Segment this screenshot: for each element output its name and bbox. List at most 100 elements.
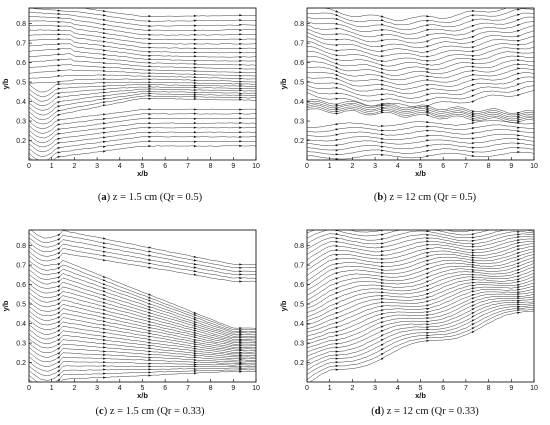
flow-arrow — [471, 115, 475, 118]
flow-arrow — [239, 273, 243, 276]
flow-arrow — [517, 311, 521, 314]
flow-arrow — [426, 328, 430, 331]
flow-arrow — [517, 146, 521, 149]
flow-arrow — [516, 262, 521, 265]
flow-arrow — [335, 244, 339, 247]
flow-arrow — [239, 29, 243, 32]
flow-arrow — [335, 292, 339, 295]
flow-arrow — [380, 106, 385, 109]
flow-arrow — [335, 13, 339, 17]
flow-arrow — [471, 281, 475, 284]
flow-arrow — [239, 42, 243, 45]
flow-arrow — [516, 89, 521, 92]
flow-arrow — [380, 98, 385, 101]
x-tick-label: 7 — [186, 385, 190, 392]
flow-arrow — [426, 19, 430, 22]
flow-arrow — [471, 46, 475, 49]
flow-arrow — [193, 62, 197, 65]
flow-arrow — [102, 250, 107, 253]
streamline — [29, 320, 256, 352]
flow-arrow — [381, 284, 385, 288]
flow-arrow — [426, 255, 430, 258]
flow-arrow — [335, 339, 339, 342]
flow-arrow — [148, 362, 152, 365]
flow-arrow — [193, 255, 197, 258]
flow-arrow — [381, 145, 385, 148]
flow-arrow — [148, 25, 152, 28]
flow-arrow — [193, 333, 197, 336]
streamline — [307, 231, 534, 250]
flow-arrow — [335, 368, 339, 371]
flow-arrow — [517, 258, 521, 261]
flow-arrow — [335, 22, 339, 25]
flow-arrow — [148, 50, 152, 53]
streamline — [29, 81, 256, 93]
flow-arrow — [193, 135, 197, 138]
flow-arrow — [239, 59, 243, 62]
flow-arrow — [335, 248, 339, 252]
flow-arrow — [57, 81, 61, 84]
x-tick-label: 8 — [487, 385, 491, 392]
flow-arrow — [426, 334, 430, 337]
streamlines-d — [307, 230, 534, 382]
flow-arrow — [148, 308, 152, 311]
y-tick-label: 0.6 — [294, 60, 304, 67]
flow-arrow — [426, 40, 430, 43]
flow-arrow — [471, 268, 475, 272]
x-tick-label: 10 — [252, 385, 260, 392]
flow-arrow — [193, 358, 197, 362]
flow-arrow — [380, 45, 385, 48]
flow-arrow — [335, 230, 339, 232]
flow-arrow — [380, 50, 385, 53]
flow-arrow — [471, 249, 475, 252]
flow-arrow — [239, 77, 243, 80]
streamline — [307, 303, 534, 366]
flow-arrow — [239, 365, 243, 369]
flow-arrow — [426, 120, 430, 124]
flow-arrow — [335, 133, 339, 136]
streamline — [29, 95, 256, 120]
streamline — [307, 291, 534, 345]
flow-arrow — [335, 44, 339, 47]
flow-arrow — [239, 327, 243, 330]
streamline — [307, 35, 534, 53]
flow-arrow — [102, 136, 107, 139]
flow-arrow — [57, 289, 61, 292]
flow-arrow — [471, 276, 475, 279]
flow-arrow — [517, 150, 521, 154]
flow-arrow — [239, 131, 243, 134]
x-tick-label: 6 — [163, 163, 167, 170]
flow-arrow — [57, 101, 61, 104]
flow-arrow — [239, 19, 243, 22]
flow-arrow — [148, 302, 152, 305]
x-tick-label: 1 — [328, 163, 332, 170]
streamline — [307, 55, 534, 71]
streamline — [307, 233, 534, 255]
flow-arrow — [193, 352, 197, 355]
streamline — [307, 251, 534, 291]
flow-arrow — [471, 258, 475, 262]
flow-arrow — [193, 95, 197, 98]
flow-arrow — [426, 259, 430, 262]
flow-arrow — [102, 85, 107, 88]
flow-arrow — [193, 131, 197, 134]
flow-arrow — [57, 53, 61, 56]
flow-arrow — [148, 94, 152, 97]
flow-arrow — [471, 111, 475, 115]
flow-arrow — [102, 275, 107, 278]
streamline — [307, 108, 534, 123]
flow-arrow — [380, 104, 385, 107]
flow-arrow — [148, 358, 152, 361]
streamline — [29, 283, 256, 339]
caption-a: (a) z = 1.5 cm (Qr = 0.5) — [97, 192, 203, 203]
flow-arrow — [426, 292, 430, 296]
flow-arrow — [193, 329, 197, 332]
flow-arrow — [148, 54, 152, 57]
streamline — [307, 102, 534, 118]
flow-arrow — [239, 63, 243, 66]
streamline — [307, 305, 534, 371]
flow-arrow — [517, 94, 521, 97]
streamline — [29, 260, 256, 331]
flow-arrow — [335, 354, 339, 357]
flow-arrow — [471, 297, 475, 300]
